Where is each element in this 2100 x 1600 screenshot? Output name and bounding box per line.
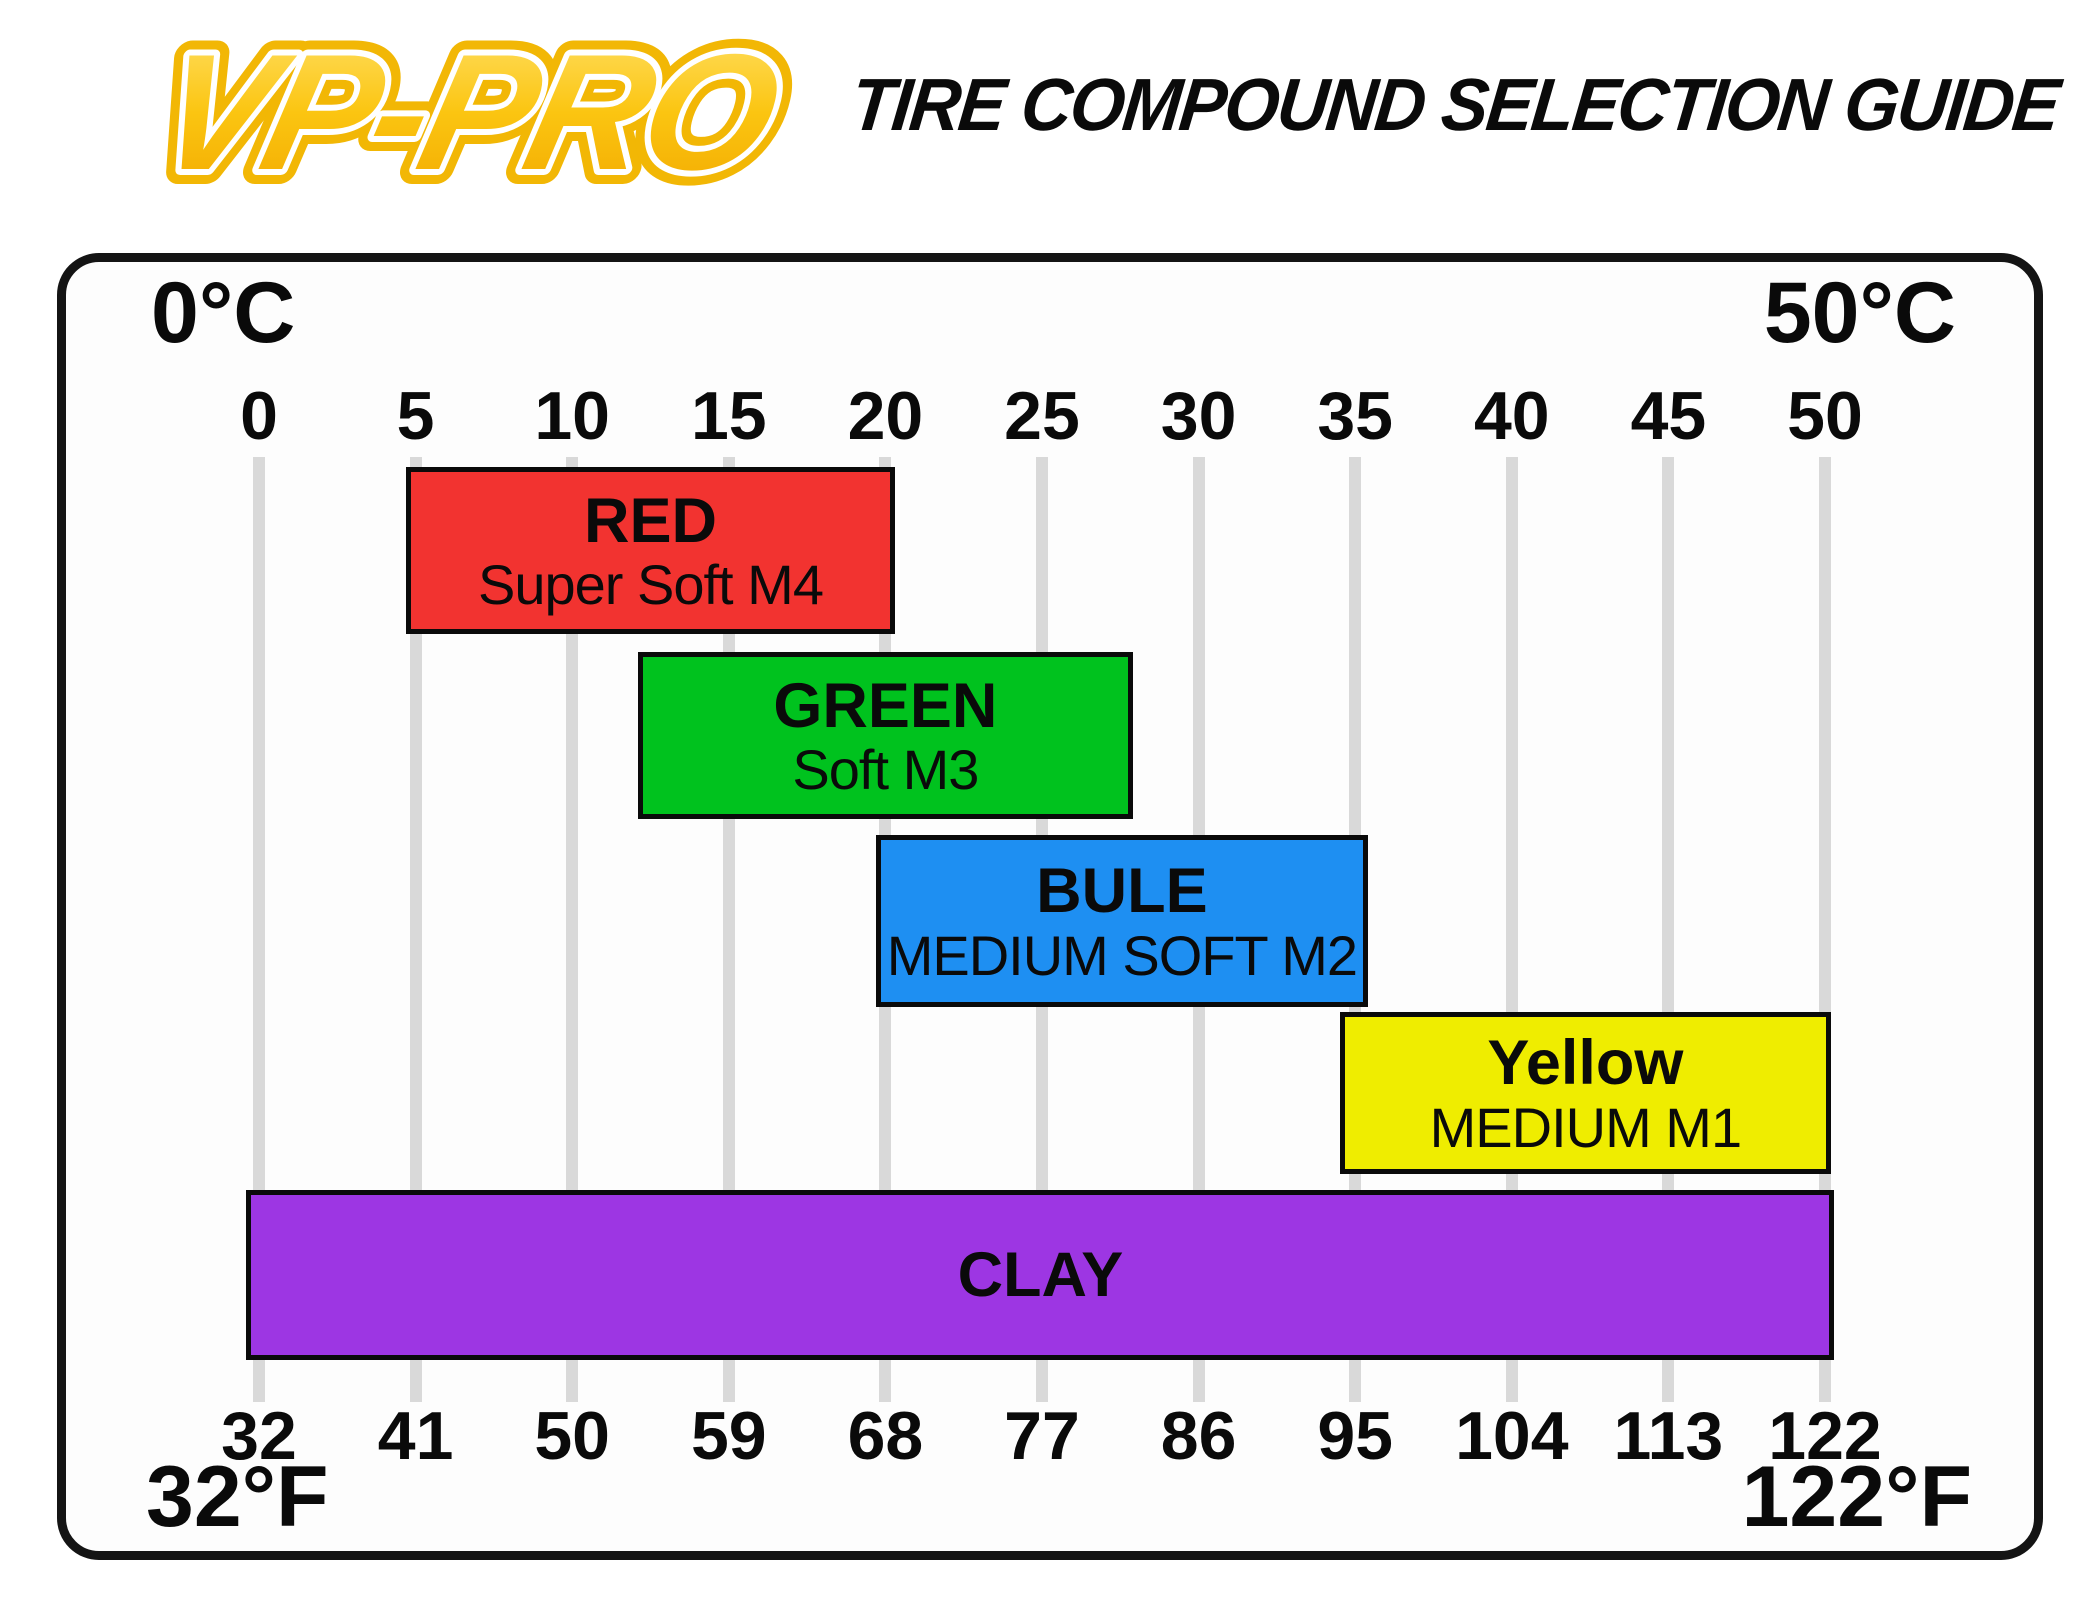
vp-pro-logo-graphic: VP-PRO VP-PRO <box>126 6 809 220</box>
compound-name: RED <box>583 485 717 556</box>
celsius-tick-label: 30 <box>1160 378 1237 454</box>
compound-subtitle: Soft M3 <box>792 738 979 802</box>
plot-area: 0°C 50°C 32°F 122°F 0 32 5 41 10 50 15 59 20 68 25… <box>66 262 2034 1551</box>
celsius-tick-label: 25 <box>1004 378 1080 454</box>
compound-name: BULE <box>1036 856 1208 927</box>
gridline <box>566 457 579 1402</box>
compound-subtitle: Super Soft M4 <box>478 553 824 617</box>
fahrenheit-tick-label: 104 <box>1455 1398 1569 1474</box>
fahrenheit-tick-label: 32 <box>221 1398 297 1474</box>
celsius-tick-label: 10 <box>534 378 610 454</box>
celsius-tick-label: 0 <box>240 378 278 454</box>
fahrenheit-tick-label: 77 <box>1004 1398 1080 1474</box>
fahrenheit-min-label: 32°F <box>146 1449 329 1545</box>
vp-pro-logo: VP-PRO VP-PRO <box>55 6 915 220</box>
fahrenheit-tick-label: 50 <box>534 1398 610 1474</box>
celsius-tick-label: 35 <box>1317 378 1393 454</box>
compound-bar-bule: BULE MEDIUM SOFT M2 <box>876 835 1368 1007</box>
compound-subtitle: MEDIUM SOFT M2 <box>886 923 1358 987</box>
celsius-tick-label: 45 <box>1630 378 1707 454</box>
fahrenheit-tick-label: 86 <box>1160 1398 1237 1474</box>
compound-bar-green: GREEN Soft M3 <box>637 652 1133 819</box>
compound-name: Yellow <box>1487 1028 1684 1099</box>
fahrenheit-tick-label: 122 <box>1768 1398 1882 1474</box>
compound-bar-red: RED Super Soft M4 <box>406 467 895 634</box>
celsius-tick-label: 20 <box>847 378 924 454</box>
fahrenheit-max-label: 122°F <box>1741 1449 1972 1545</box>
page-title: TIRE COMPOUND SELECTION GUIDE <box>847 63 2063 146</box>
compound-bar-clay: CLAY <box>246 1190 1835 1360</box>
compound-bar-yellow: Yellow MEDIUM M1 <box>1339 1012 1832 1174</box>
fahrenheit-tick-label: 113 <box>1613 1398 1724 1474</box>
celsius-tick-label: 40 <box>1473 378 1550 454</box>
logo-gold-text: VP-PRO <box>141 21 794 205</box>
celsius-min-label: 0°C <box>151 265 296 361</box>
fahrenheit-tick-label: 41 <box>377 1398 454 1474</box>
compound-name: GREEN <box>773 670 998 741</box>
fahrenheit-tick-label: 68 <box>847 1398 924 1474</box>
fahrenheit-tick-label: 59 <box>690 1398 767 1474</box>
chart-frame: 0°C 50°C 32°F 122°F 0 32 5 41 10 50 15 59 20 68 25… <box>57 253 2043 1560</box>
celsius-max-label: 50°C <box>1763 265 1956 361</box>
celsius-tick-label: 5 <box>396 378 435 454</box>
gridline <box>409 457 422 1402</box>
fahrenheit-tick-label: 95 <box>1317 1398 1393 1474</box>
celsius-tick-label: 15 <box>690 378 767 454</box>
celsius-tick-label: 50 <box>1787 378 1863 454</box>
gridline <box>253 457 265 1402</box>
logo-outer-outline-text: VP-PRO <box>141 21 794 205</box>
compound-subtitle: MEDIUM M1 <box>1429 1095 1742 1159</box>
compound-name: CLAY <box>957 1239 1124 1310</box>
